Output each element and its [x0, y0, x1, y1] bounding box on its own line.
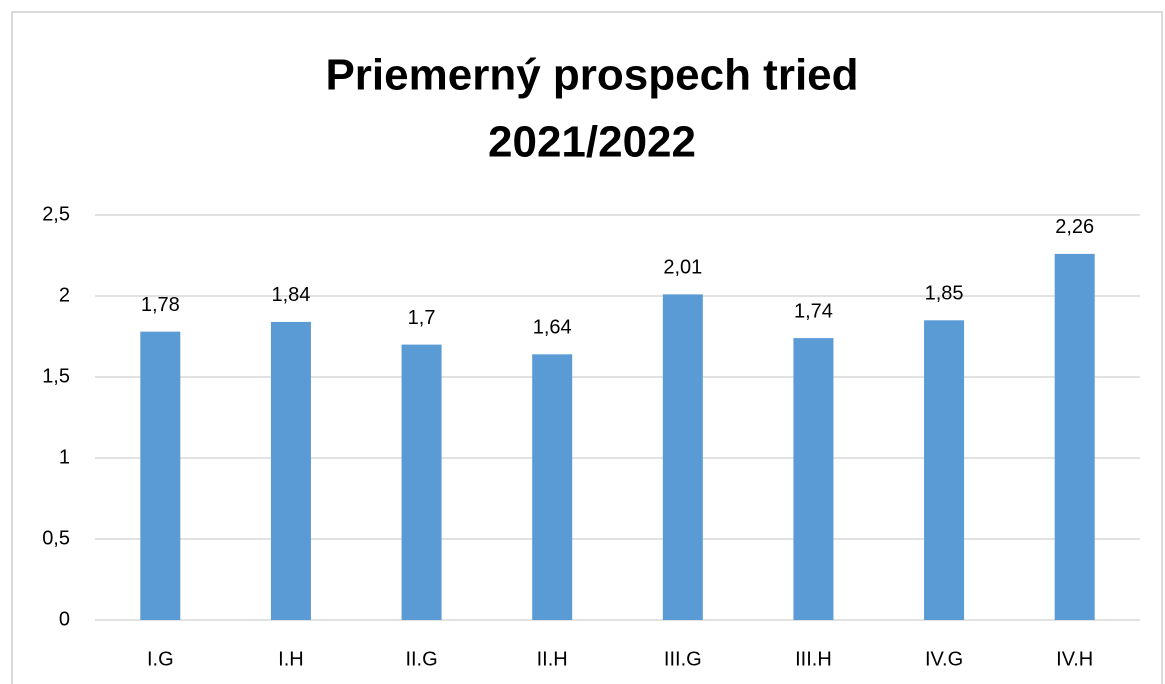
bar [140, 331, 181, 620]
y-tick-label: 0,5 [42, 527, 70, 549]
bar [662, 294, 703, 620]
data-label: 1,85 [925, 283, 964, 305]
data-label: 1,7 [408, 307, 436, 329]
bar [401, 344, 442, 620]
chart-title: Priemerný prospech tried [325, 51, 858, 100]
data-label: 1,64 [533, 317, 572, 339]
x-tick-label: I.G [147, 648, 174, 670]
data-label: 1,84 [271, 284, 310, 306]
data-label: 2,26 [1055, 216, 1094, 238]
x-tick-label: II.G [405, 648, 437, 670]
y-tick-label: 2,5 [42, 203, 70, 225]
y-tick-label: 1,5 [42, 365, 70, 387]
x-tick-label: IV.G [925, 648, 963, 670]
x-tick-label: III.H [795, 648, 832, 670]
y-tick-label: 2 [59, 284, 70, 306]
bar [793, 338, 834, 620]
bar [270, 321, 311, 620]
bar [924, 320, 965, 620]
y-tick-label: 0 [59, 608, 70, 630]
x-tick-label: II.H [537, 648, 568, 670]
chart-title: 2021/2022 [488, 118, 696, 167]
chart-frame [11, 11, 1163, 684]
data-label: 1,74 [794, 300, 833, 322]
y-tick-label: 1 [59, 446, 70, 468]
x-tick-label: III.G [664, 648, 702, 670]
x-tick-label: IV.H [1056, 648, 1093, 670]
bar [532, 354, 573, 620]
x-tick-label: I.H [278, 648, 304, 670]
bar [1054, 253, 1095, 620]
data-label: 1,78 [141, 294, 180, 316]
data-label: 2,01 [663, 257, 702, 279]
